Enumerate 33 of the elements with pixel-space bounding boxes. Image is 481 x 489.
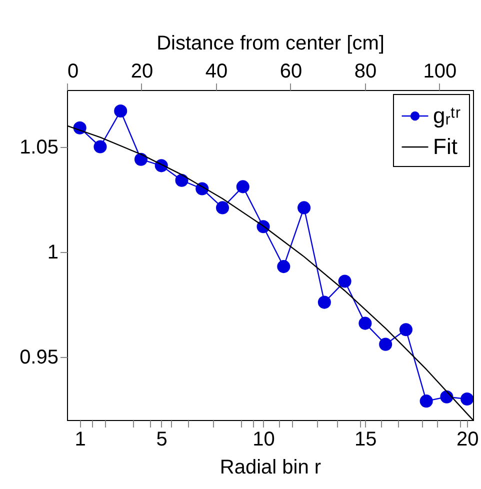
point [114, 104, 128, 118]
point [420, 394, 433, 408]
x-tick-label: 10 [252, 428, 275, 450]
x-axis-title: Radial bin r [220, 456, 322, 478]
x2-tick-label: 40 [205, 60, 228, 82]
legend-label: gᵣᵗʳ [433, 103, 461, 128]
point [175, 174, 188, 187]
x-tick-label: 15 [354, 428, 377, 450]
x-tick-label: 1 [74, 428, 86, 450]
point [379, 338, 392, 351]
y-tick-label: 1.05 [20, 136, 58, 158]
point [318, 296, 331, 309]
point [358, 316, 372, 330]
point [399, 323, 412, 336]
point [298, 201, 311, 214]
legend-label: Fit [433, 134, 458, 159]
x2-tick-label: 0 [68, 60, 79, 82]
y-tick-label: 0.95 [20, 346, 58, 368]
point [216, 201, 230, 214]
x-tick-label: 20 [456, 428, 479, 450]
x2-tick-label: 80 [354, 60, 377, 82]
point [460, 392, 473, 406]
x2-tick-label: 20 [130, 60, 154, 82]
x2-tick-label: 60 [280, 60, 302, 82]
point [236, 180, 250, 194]
x2-tick-label: 100 [423, 60, 457, 82]
x2-axis-title: Distance from center [cm] [156, 32, 384, 54]
y-tick-label: 1 [47, 241, 58, 264]
point [338, 274, 352, 288]
x-tick-label: 5 [156, 428, 168, 450]
point [94, 140, 107, 154]
point [134, 152, 148, 166]
point [277, 260, 290, 274]
